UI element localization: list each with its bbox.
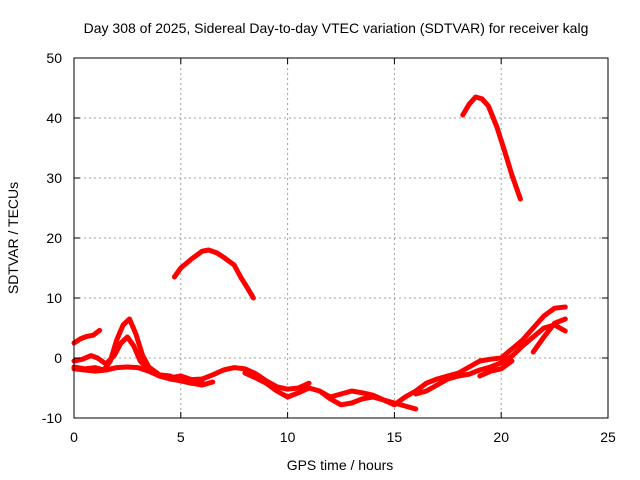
x-axis-title: GPS time / hours [287, 457, 394, 473]
series-line-track-10 [530, 316, 568, 355]
y-tick-label: 0 [54, 350, 62, 366]
series-line-track-11 [477, 358, 515, 379]
series-line-track-7 [317, 304, 568, 408]
chart-title: Day 308 of 2025, Sidereal Day-to-day VTE… [84, 20, 589, 36]
grid-layer [74, 58, 608, 418]
y-tick-label: 20 [46, 230, 62, 246]
x-tick-label: 0 [70, 429, 78, 445]
tick-layer: 0 5 10 15 20 25 -10 0 10 20 30 40 50 [42, 50, 616, 445]
y-tick-label: 30 [46, 170, 62, 186]
x-tick-label: 10 [280, 429, 296, 445]
y-tick-label: 10 [46, 290, 62, 306]
series-line-track-1 [71, 327, 103, 346]
series-line-track-8 [413, 322, 568, 397]
y-tick-label: -10 [42, 410, 62, 426]
y-tick-label: 50 [46, 50, 62, 66]
x-tick-label: 25 [600, 429, 616, 445]
x-tick-label: 20 [493, 429, 509, 445]
x-tick-label: 15 [387, 429, 403, 445]
x-tick-label: 5 [177, 429, 185, 445]
series-line-track-4 [71, 364, 216, 388]
series-line-track-5 [171, 247, 256, 301]
series-line-track-9 [460, 94, 523, 202]
y-tick-label: 40 [46, 110, 62, 126]
y-axis-title: SDTVAR / TECUs [5, 182, 21, 294]
series-layer [71, 94, 568, 412]
